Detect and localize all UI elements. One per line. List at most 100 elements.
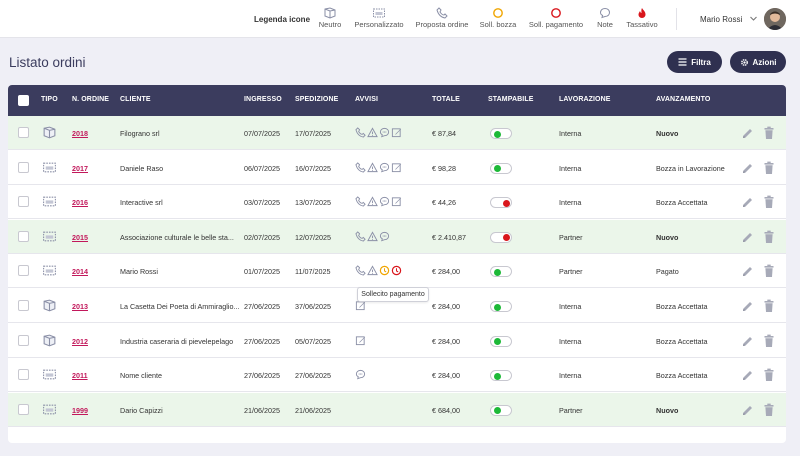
col-avvisi[interactable]: AVVISI bbox=[355, 96, 379, 103]
trash-icon[interactable] bbox=[763, 195, 775, 209]
edit-pencil-icon[interactable] bbox=[741, 231, 754, 244]
order-number-link[interactable]: 2014 bbox=[72, 267, 88, 277]
row-checkbox[interactable] bbox=[18, 403, 29, 415]
table-row[interactable]: 2017 Daniele Raso 06/07/2025 16/07/2025 € 98… bbox=[8, 150, 786, 185]
col-tipo[interactable]: TIPO bbox=[41, 96, 58, 103]
table-row[interactable]: 2014 Mario Rossi 01/07/2025 11/07/2025 € 284… bbox=[8, 254, 786, 289]
alerts bbox=[355, 161, 402, 173]
phone-icon bbox=[436, 7, 448, 19]
page-title: Listato ordini bbox=[9, 55, 86, 70]
avatar[interactable] bbox=[764, 8, 786, 30]
edit-pencil-icon[interactable] bbox=[741, 265, 754, 278]
toggle-knob bbox=[503, 199, 510, 207]
trash-icon[interactable] bbox=[763, 230, 775, 244]
col-stampabile[interactable]: STAMPABILE bbox=[488, 96, 534, 103]
trash-icon[interactable] bbox=[763, 368, 775, 382]
trash-icon[interactable] bbox=[763, 264, 775, 278]
col-totale[interactable]: TOTALE bbox=[432, 96, 460, 103]
order-number-link[interactable]: 2011 bbox=[72, 371, 88, 381]
row-checkbox[interactable] bbox=[18, 265, 29, 277]
col-lavorazione[interactable]: LAVORAZIONE bbox=[559, 96, 611, 103]
progress-status: Nuovo bbox=[656, 232, 679, 242]
legend-item-proposta: Proposta ordine bbox=[414, 7, 470, 29]
printable-toggle[interactable] bbox=[490, 266, 512, 278]
actions-button[interactable]: Azioni bbox=[730, 51, 786, 73]
truck-icon bbox=[43, 299, 56, 312]
edit-pencil-icon[interactable] bbox=[741, 335, 754, 348]
col-numero[interactable]: N. ORDINE bbox=[72, 96, 110, 103]
trash-icon[interactable] bbox=[763, 126, 775, 140]
toggle-knob bbox=[493, 165, 501, 173]
row-checkbox[interactable] bbox=[18, 196, 29, 208]
warning-icon bbox=[367, 231, 378, 241]
table-row[interactable]: 2012 Industria caseraria di pievelepelago… bbox=[8, 323, 786, 358]
order-number-link[interactable]: 2016 bbox=[72, 198, 88, 208]
client-name: Interactive srl bbox=[120, 198, 163, 208]
row-checkbox[interactable] bbox=[18, 369, 29, 381]
edit-pencil-icon[interactable] bbox=[741, 162, 754, 175]
chevron-down-icon[interactable] bbox=[749, 14, 758, 23]
printable-toggle[interactable] bbox=[490, 128, 512, 139]
table-row[interactable]: 2018 Filograno srl 07/07/2025 17/07/2025 € 8… bbox=[8, 116, 786, 150]
shipping-date: 27/06/2025 bbox=[295, 371, 331, 381]
row-checkbox[interactable] bbox=[18, 334, 29, 346]
row-checkbox[interactable] bbox=[18, 127, 29, 138]
processing-type: Interna bbox=[559, 129, 582, 138]
printable-toggle[interactable] bbox=[490, 335, 512, 347]
client-name: Filograno srl bbox=[120, 129, 160, 138]
order-number-link[interactable]: 2018 bbox=[72, 129, 88, 138]
select-all-checkbox[interactable] bbox=[18, 95, 29, 106]
col-avanzamento[interactable]: AVANZAMENTO bbox=[656, 96, 711, 103]
trash-icon[interactable] bbox=[763, 161, 775, 175]
client-name: Daniele Raso bbox=[120, 163, 164, 173]
order-type bbox=[42, 334, 57, 352]
col-cliente[interactable]: CLIENTE bbox=[120, 96, 151, 103]
row-checkbox[interactable] bbox=[18, 300, 29, 311]
edit-pencil-icon[interactable] bbox=[741, 404, 754, 417]
order-number-link[interactable]: 2015 bbox=[72, 232, 88, 242]
row-checkbox[interactable] bbox=[18, 230, 29, 242]
order-number-link[interactable]: 2017 bbox=[72, 163, 88, 173]
processing-type: Partner bbox=[559, 267, 583, 277]
progress-status: Nuovo bbox=[656, 129, 679, 138]
total-amount: € 284,00 bbox=[432, 302, 460, 311]
filter-button[interactable]: Filtra bbox=[667, 51, 722, 73]
table-row[interactable]: 2011 Nome cliente 27/06/2025 27/06/2025 € 28… bbox=[8, 358, 786, 393]
table-row[interactable]: 1999 Dario Capizzi 21/06/2025 21/06/2025 € 6… bbox=[8, 392, 786, 427]
trash-icon[interactable] bbox=[763, 403, 775, 417]
total-amount: € 44,26 bbox=[432, 198, 456, 208]
alerts bbox=[355, 369, 366, 380]
printable-toggle[interactable] bbox=[490, 162, 512, 174]
box-icon bbox=[373, 8, 385, 18]
legend-item-tassativo: Tassativo bbox=[624, 7, 660, 29]
trash-icon[interactable] bbox=[763, 334, 775, 348]
shipping-date: 05/07/2025 bbox=[295, 336, 331, 346]
entry-date: 01/07/2025 bbox=[244, 267, 280, 277]
col-ingresso[interactable]: INGRESSO bbox=[244, 96, 282, 103]
shipping-date: 17/07/2025 bbox=[295, 129, 331, 138]
order-number-link[interactable]: 2012 bbox=[72, 336, 88, 346]
row-checkbox[interactable] bbox=[18, 161, 29, 173]
edit-pencil-icon[interactable] bbox=[741, 127, 754, 140]
legend-item-neutro: Neutro bbox=[318, 7, 342, 29]
user-name[interactable]: Mario Rossi bbox=[700, 15, 743, 24]
order-number-link[interactable]: 2013 bbox=[72, 302, 88, 311]
edit-pencil-icon[interactable] bbox=[741, 369, 754, 382]
printable-toggle[interactable] bbox=[490, 404, 512, 416]
order-number-link[interactable]: 1999 bbox=[72, 405, 88, 415]
printable-toggle[interactable] bbox=[490, 231, 512, 243]
printable-toggle[interactable] bbox=[490, 370, 512, 382]
printable-toggle[interactable] bbox=[490, 197, 512, 209]
table-row[interactable]: 2016 Interactive srl 03/07/2025 13/07/2025 €… bbox=[8, 185, 786, 220]
printable-toggle[interactable] bbox=[490, 301, 512, 312]
legend-label-personalizzato: Personalizzato bbox=[354, 20, 404, 29]
table-row[interactable]: 2015 Associazione culturale le belle sta.… bbox=[8, 219, 786, 254]
edit-pencil-icon[interactable] bbox=[741, 196, 754, 209]
chat-icon bbox=[379, 127, 390, 138]
edit-pencil-icon[interactable] bbox=[741, 300, 754, 313]
trash-icon[interactable] bbox=[763, 299, 775, 313]
col-spedizione[interactable]: SPEDIZIONE bbox=[295, 96, 339, 103]
top-bar: Legenda icone Neutro Personalizzato Prop… bbox=[0, 0, 800, 38]
processing-type: Partner bbox=[559, 232, 583, 242]
box-icon bbox=[43, 369, 56, 380]
